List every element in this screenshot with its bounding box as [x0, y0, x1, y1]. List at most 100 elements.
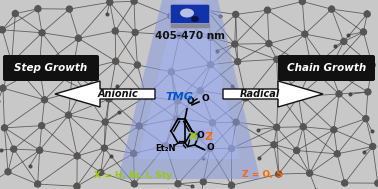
Circle shape: [266, 41, 272, 46]
Circle shape: [361, 29, 366, 35]
Circle shape: [276, 171, 282, 177]
Polygon shape: [266, 40, 272, 45]
Polygon shape: [131, 0, 137, 3]
Circle shape: [341, 39, 347, 44]
Text: TMG: TMG: [165, 92, 193, 102]
Bar: [170, 23, 210, 28]
Polygon shape: [177, 32, 182, 37]
Polygon shape: [39, 29, 45, 35]
Circle shape: [207, 146, 213, 151]
Circle shape: [271, 142, 277, 148]
Circle shape: [11, 146, 17, 152]
Circle shape: [177, 32, 183, 38]
Text: Z = O, S: Z = O, S: [242, 170, 282, 180]
Polygon shape: [2, 124, 7, 130]
Circle shape: [375, 180, 378, 186]
Circle shape: [168, 13, 174, 19]
Circle shape: [98, 170, 104, 175]
Text: Et₂N: Et₂N: [155, 144, 175, 153]
Polygon shape: [207, 145, 213, 150]
Circle shape: [370, 143, 376, 149]
Circle shape: [365, 89, 371, 95]
Polygon shape: [329, 6, 335, 11]
Circle shape: [0, 85, 6, 91]
Polygon shape: [74, 153, 80, 158]
Polygon shape: [136, 122, 142, 128]
Circle shape: [369, 62, 375, 68]
Polygon shape: [301, 123, 306, 129]
Circle shape: [197, 88, 203, 94]
Circle shape: [107, 0, 113, 5]
Circle shape: [299, 0, 305, 5]
Circle shape: [74, 183, 80, 189]
Circle shape: [308, 66, 314, 71]
Circle shape: [233, 119, 239, 125]
Circle shape: [74, 153, 80, 159]
Circle shape: [80, 86, 86, 92]
Circle shape: [232, 41, 238, 47]
Polygon shape: [113, 58, 118, 63]
Circle shape: [204, 7, 210, 13]
Text: O: O: [201, 94, 209, 103]
Circle shape: [209, 120, 215, 126]
Polygon shape: [35, 5, 41, 11]
Polygon shape: [12, 10, 18, 15]
Polygon shape: [210, 119, 215, 125]
Polygon shape: [229, 145, 234, 150]
Circle shape: [35, 181, 41, 187]
Circle shape: [274, 56, 280, 62]
Circle shape: [307, 170, 313, 176]
Circle shape: [243, 95, 249, 101]
Circle shape: [112, 28, 118, 34]
Circle shape: [342, 180, 348, 186]
Polygon shape: [55, 81, 155, 107]
Text: Radical: Radical: [240, 89, 280, 99]
Circle shape: [208, 34, 214, 40]
Circle shape: [9, 59, 15, 65]
Circle shape: [300, 124, 306, 130]
Ellipse shape: [191, 16, 199, 22]
Circle shape: [163, 143, 169, 149]
Circle shape: [12, 11, 18, 17]
Polygon shape: [66, 112, 71, 117]
Text: O: O: [186, 97, 194, 106]
Circle shape: [131, 0, 137, 4]
Polygon shape: [74, 183, 80, 188]
Circle shape: [36, 65, 42, 71]
Text: 405-470 nm: 405-470 nm: [155, 31, 225, 41]
Text: Chain Growth: Chain Growth: [287, 63, 367, 73]
Polygon shape: [175, 180, 181, 186]
Polygon shape: [294, 147, 299, 152]
Polygon shape: [208, 61, 213, 67]
Polygon shape: [35, 180, 40, 186]
Circle shape: [235, 59, 241, 65]
Circle shape: [327, 66, 333, 72]
Circle shape: [364, 11, 370, 17]
Circle shape: [229, 146, 235, 152]
Polygon shape: [336, 91, 342, 96]
Polygon shape: [296, 93, 301, 98]
Polygon shape: [335, 150, 340, 156]
Circle shape: [131, 181, 137, 187]
Circle shape: [113, 58, 119, 64]
Polygon shape: [118, 0, 260, 179]
Circle shape: [302, 31, 308, 37]
Text: Step Growth: Step Growth: [14, 63, 88, 73]
Polygon shape: [138, 0, 240, 159]
Circle shape: [102, 119, 108, 125]
Circle shape: [35, 6, 41, 12]
Polygon shape: [174, 115, 180, 120]
Polygon shape: [276, 170, 282, 176]
Polygon shape: [364, 11, 370, 16]
Polygon shape: [223, 81, 323, 107]
Polygon shape: [342, 180, 347, 185]
Circle shape: [0, 27, 5, 33]
Circle shape: [39, 30, 45, 36]
Circle shape: [331, 127, 337, 133]
Circle shape: [136, 123, 142, 129]
Polygon shape: [76, 35, 81, 40]
Circle shape: [175, 98, 181, 104]
Circle shape: [69, 69, 75, 75]
Circle shape: [336, 91, 342, 97]
Circle shape: [135, 62, 140, 68]
